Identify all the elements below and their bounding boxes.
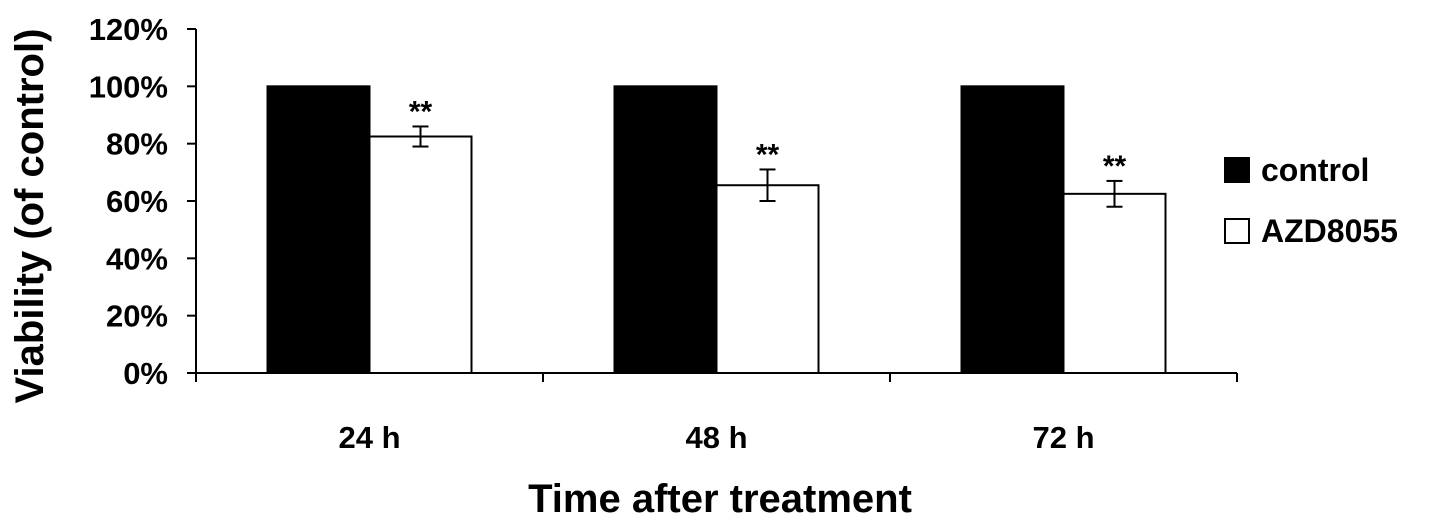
y-tick-label: 100% bbox=[89, 69, 168, 104]
y-axis: 0% 20% 40% 60% 80% 100% 120% bbox=[89, 12, 197, 391]
y-tick-label: 40% bbox=[106, 241, 168, 276]
y-tick-label: 60% bbox=[106, 184, 168, 219]
bar-control-2 bbox=[613, 85, 718, 374]
legend-swatch-azd8055 bbox=[1224, 218, 1250, 244]
bar-azd8055-2 bbox=[715, 184, 820, 374]
significance-label: ** bbox=[756, 138, 780, 171]
plot-area: ** ** ** bbox=[266, 85, 1167, 374]
bar-azd8055-1 bbox=[368, 135, 473, 374]
y-tick-label: 80% bbox=[106, 127, 168, 162]
x-tick-label: 24 h bbox=[338, 420, 400, 455]
y-tick-label: 120% bbox=[89, 12, 168, 47]
bar-control-1 bbox=[266, 85, 371, 374]
legend: control AZD8055 bbox=[1224, 152, 1398, 249]
bar-azd8055-3 bbox=[1062, 192, 1167, 374]
x-axis-title: Time after treatment bbox=[528, 477, 912, 521]
y-tick-label: 20% bbox=[106, 299, 168, 334]
legend-label-control: control bbox=[1261, 152, 1369, 188]
x-axis: 24 h 48 h 72 h bbox=[195, 372, 1238, 455]
legend-label-azd8055: AZD8055 bbox=[1261, 213, 1398, 249]
x-tick-label: 48 h bbox=[685, 420, 747, 455]
y-axis-title: Viability (of control) bbox=[8, 29, 52, 404]
y-tick-label: 0% bbox=[123, 356, 168, 391]
significance-label: ** bbox=[409, 95, 433, 128]
significance-label: ** bbox=[1103, 150, 1127, 183]
legend-swatch-control bbox=[1224, 157, 1250, 183]
x-tick-label: 72 h bbox=[1032, 420, 1094, 455]
bar-control-3 bbox=[960, 85, 1065, 374]
